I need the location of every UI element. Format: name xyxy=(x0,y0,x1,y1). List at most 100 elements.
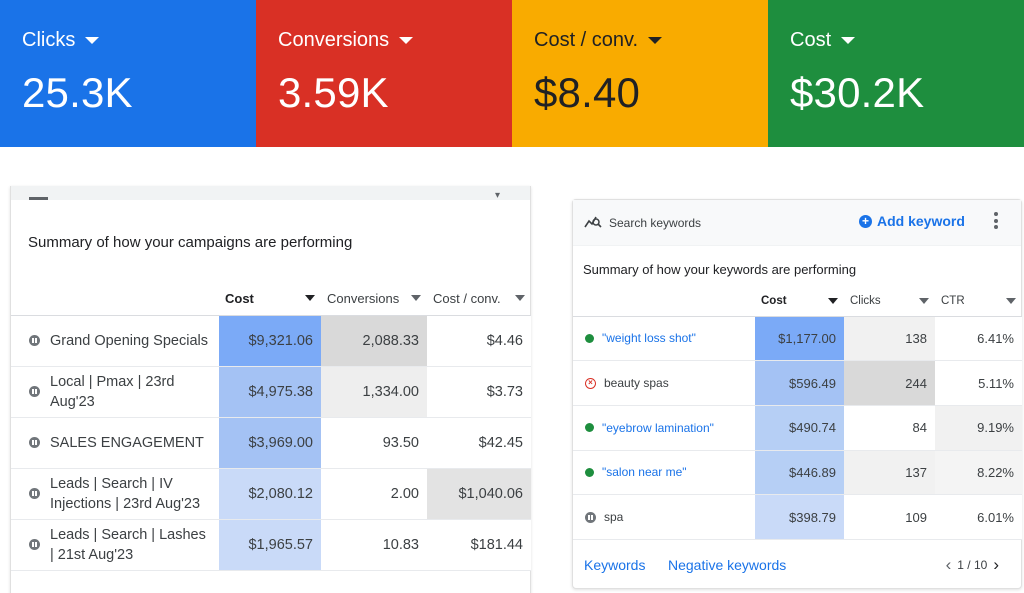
keyword-cell[interactable]: "eyebrow lamination" xyxy=(573,405,755,451)
kpi-cost[interactable]: Cost $30.2K xyxy=(768,0,1024,147)
campaign-name-cell[interactable]: Local | Pmax | 23rd Aug'23 xyxy=(11,366,219,418)
sort-dropdown-icon[interactable] xyxy=(919,298,929,305)
cost-cell: $9,321.06 xyxy=(219,315,321,367)
table-row[interactable]: SALES ENGAGEMENT $3,969.00 93.50 $42.45 xyxy=(11,417,531,469)
conversions-column-header[interactable]: Conversions xyxy=(321,282,427,316)
campaigns-table: Cost Conversions Cost / conv. Grand Open… xyxy=(11,282,531,571)
keywords-table: Cost Clicks CTR "weight loss shot" $1,177… xyxy=(573,287,1022,540)
conversions-cell: 2,088.33 xyxy=(321,315,427,367)
cost-cell: $2,080.12 xyxy=(219,468,321,520)
column-label: CTR xyxy=(941,295,965,308)
sort-dropdown-icon[interactable] xyxy=(305,295,315,302)
column-label: Clicks xyxy=(850,295,881,308)
keyword-cell[interactable]: "salon near me" xyxy=(573,450,755,496)
table-row[interactable]: spa $398.79 109 6.01% xyxy=(573,494,1022,540)
chevron-down-icon[interactable]: ▾ xyxy=(494,190,500,201)
table-row[interactable]: Local | Pmax | 23rd Aug'23 $4,975.38 1,334… xyxy=(11,366,531,418)
campaign-name-cell[interactable]: Leads | Search | Lashes | 21st Aug'23 xyxy=(11,519,219,571)
kpi-bar: Clicks 25.3K Conversions 3.59K Cost / co… xyxy=(0,0,1024,147)
sort-dropdown-icon[interactable] xyxy=(828,298,838,305)
conversions-cell: 93.50 xyxy=(321,417,427,469)
table-row[interactable]: "salon near me" $446.89 137 8.22% xyxy=(573,450,1022,496)
cost-per-conv-column-header[interactable]: Cost / conv. xyxy=(427,282,531,316)
chevron-down-icon[interactable] xyxy=(648,36,663,44)
sort-dropdown-icon[interactable] xyxy=(515,295,525,302)
campaigns-summary-title: Summary of how your campaigns are perfor… xyxy=(28,234,353,251)
negative-keywords-link[interactable]: Negative keywords xyxy=(668,557,787,573)
add-keyword-label: Add keyword xyxy=(877,213,965,229)
clicks-cell: 84 xyxy=(844,405,935,451)
page-indicator: 1 / 10 xyxy=(957,557,988,572)
keywords-card-footer: Keywords Negative keywords ‹ 1 / 10 › xyxy=(573,544,1021,586)
sort-dropdown-icon[interactable] xyxy=(411,295,421,302)
campaign-name-cell[interactable]: Grand Opening Specials xyxy=(11,315,219,367)
paused-status-icon xyxy=(585,511,596,523)
kpi-label: Cost xyxy=(790,29,832,51)
table-row[interactable]: Grand Opening Specials $9,321.06 2,088.33 $… xyxy=(11,315,531,367)
clicks-cell: 137 xyxy=(844,450,935,496)
sort-dropdown-icon[interactable] xyxy=(1006,298,1016,305)
ctr-cell: 5.11% xyxy=(935,360,1022,406)
chevron-left-icon[interactable]: ‹ xyxy=(945,555,952,574)
keyword-cell[interactable]: spa xyxy=(573,494,755,540)
cost-cell: $3,969.00 xyxy=(219,417,321,469)
cost-column-header[interactable]: Cost xyxy=(755,287,844,317)
keywords-link[interactable]: Keywords xyxy=(584,557,646,573)
kpi-value: $8.40 xyxy=(534,69,641,116)
table-row[interactable]: Leads | Search | Lashes | 21st Aug'23 $1,… xyxy=(11,519,531,571)
keyword-text[interactable]: "salon near me" xyxy=(602,465,687,480)
campaign-icon: ▬▬ xyxy=(29,192,48,203)
kpi-conversions[interactable]: Conversions 3.59K xyxy=(256,0,512,147)
cost-cell: $596.49 xyxy=(755,360,844,406)
chevron-right-icon[interactable]: › xyxy=(993,555,999,574)
keyword-text[interactable]: "weight loss shot" xyxy=(602,331,696,346)
kpi-value: 3.59K xyxy=(278,69,389,116)
campaign-name[interactable]: Leads | Search | Lashes | 21st Aug'23 xyxy=(50,526,206,563)
plus-circle-icon: + xyxy=(859,214,872,228)
paused-status-icon xyxy=(29,386,40,397)
enabled-status-icon xyxy=(585,467,594,477)
campaign-name-cell[interactable]: Leads | Search | IV Injections | 23rd Au… xyxy=(11,468,219,520)
pagination: ‹ 1 / 10 › xyxy=(940,556,1005,573)
keywords-card: Search keywords + Add keyword Summary of… xyxy=(572,199,1022,589)
campaign-name[interactable]: SALES ENGAGEMENT xyxy=(50,434,204,451)
table-header-row: Cost Conversions Cost / conv. xyxy=(11,282,531,316)
campaign-name[interactable]: Local | Pmax | 23rd Aug'23 xyxy=(50,373,175,410)
kpi-label: Conversions xyxy=(278,29,390,51)
campaign-name-cell[interactable]: SALES ENGAGEMENT xyxy=(11,417,219,469)
keyword-text[interactable]: beauty spas xyxy=(604,376,669,391)
table-row[interactable]: Leads | Search | IV Injections | 23rd Au… xyxy=(11,468,531,520)
table-row[interactable]: "weight loss shot" $1,177.00 138 6.41% xyxy=(573,316,1022,362)
column-label: Cost / conv. xyxy=(433,290,501,306)
add-keyword-button[interactable]: + Add keyword xyxy=(859,213,965,229)
table-row[interactable]: "eyebrow lamination" $490.74 84 9.19% xyxy=(573,405,1022,451)
paused-status-icon xyxy=(29,539,40,550)
cost-cell: $4,975.38 xyxy=(219,366,321,418)
ctr-column-header[interactable]: CTR xyxy=(935,287,1022,317)
chevron-down-icon[interactable] xyxy=(841,36,856,44)
paused-status-icon xyxy=(29,488,40,499)
kpi-clicks[interactable]: Clicks 25.3K xyxy=(0,0,256,147)
more-options-icon[interactable] xyxy=(993,212,999,232)
cost-column-header[interactable]: Cost xyxy=(219,282,321,316)
kpi-label: Cost / conv. xyxy=(534,29,639,51)
column-label: Cost xyxy=(225,290,254,306)
kpi-cost-per-conv[interactable]: Cost / conv. $8.40 xyxy=(512,0,768,147)
cost-per-conv-cell: $1,040.06 xyxy=(427,468,531,520)
column-label: Cost xyxy=(761,295,787,308)
clicks-column-header[interactable]: Clicks xyxy=(844,287,935,317)
keyword-cell[interactable]: "weight loss shot" xyxy=(573,316,755,362)
keyword-text[interactable]: spa xyxy=(604,510,624,525)
keyword-cell[interactable]: × beauty spas xyxy=(573,360,755,406)
table-row[interactable]: × beauty spas $596.49 244 5.11% xyxy=(573,360,1022,406)
cost-cell: $398.79 xyxy=(755,494,844,540)
keyword-text[interactable]: "eyebrow lamination" xyxy=(602,420,714,435)
ctr-cell: 6.01% xyxy=(935,494,1022,540)
chevron-down-icon[interactable] xyxy=(399,36,414,44)
cost-cell: $1,177.00 xyxy=(755,316,844,362)
campaign-name[interactable]: Leads | Search | IV Injections | 23rd Au… xyxy=(50,475,201,512)
table-header-row: Cost Clicks CTR xyxy=(573,287,1022,317)
card-header-strip: ▬▬ ▾ xyxy=(11,186,530,203)
campaign-name[interactable]: Grand Opening Specials xyxy=(50,332,208,349)
chevron-down-icon[interactable] xyxy=(85,36,100,44)
